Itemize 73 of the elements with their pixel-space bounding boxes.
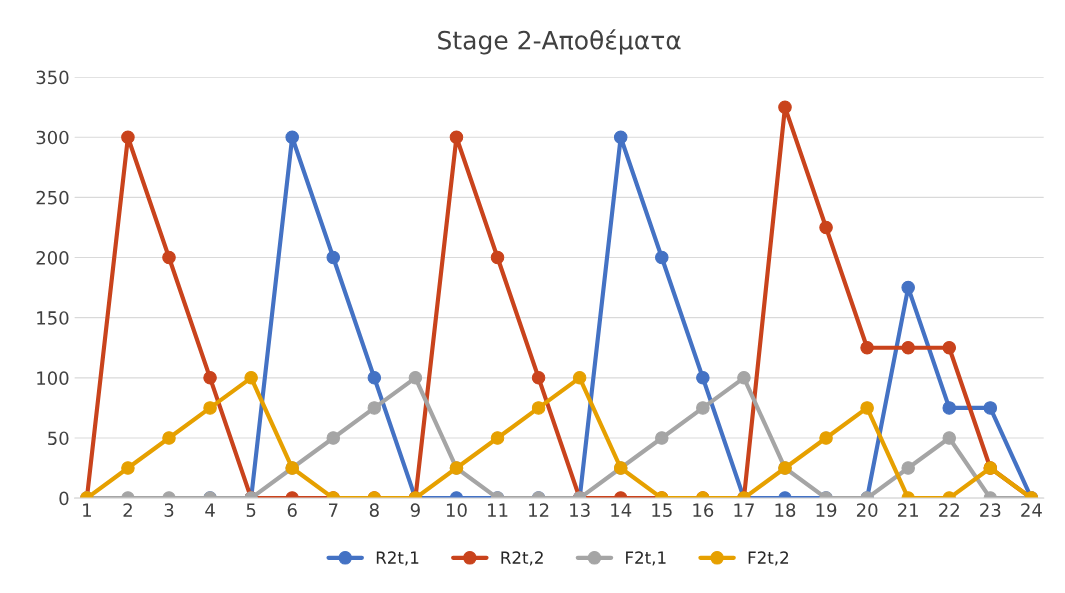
point: [860, 401, 874, 415]
point: [819, 431, 833, 445]
x-tick-label: 11: [488, 503, 508, 517]
point: [449, 130, 464, 145]
y-tick-label: 300: [36, 130, 69, 145]
point: [408, 371, 423, 385]
x-tick-label: 21: [898, 503, 918, 517]
legend-label: R2t,2: [501, 551, 543, 566]
point: [942, 431, 957, 445]
y-tick-label: 100: [37, 371, 69, 385]
legend-label: F2t,2: [748, 551, 789, 566]
legend-label: R2t,1: [376, 551, 419, 566]
point: [531, 401, 546, 415]
point: [901, 461, 915, 475]
x-tick-label: 2: [123, 503, 132, 517]
point: [162, 431, 176, 445]
point: [942, 340, 957, 355]
x-tick-label: 24: [1021, 503, 1042, 517]
point: [121, 130, 135, 145]
point: [901, 340, 915, 355]
point: [203, 371, 217, 385]
point: [819, 220, 833, 235]
point: [490, 250, 505, 265]
x-tick-label: 6: [287, 503, 297, 517]
point: [983, 401, 998, 415]
point: [121, 461, 135, 475]
point: [367, 401, 382, 415]
x-tick-label: 13: [570, 503, 590, 517]
point: [326, 250, 341, 265]
point: [367, 371, 382, 385]
point: [162, 250, 176, 265]
y-tick-label: 0: [59, 491, 69, 506]
point: [326, 431, 341, 445]
x-tick-label: 8: [369, 503, 379, 517]
x-tick-label: 1: [83, 503, 91, 517]
x-tick-label: 18: [775, 503, 796, 517]
x-tick-label: 4: [205, 503, 215, 517]
point: [203, 401, 217, 415]
x-tick-label: 5: [246, 503, 256, 517]
point: [572, 371, 587, 385]
point: [737, 371, 751, 385]
point: [860, 340, 874, 355]
point: [655, 250, 669, 265]
point: [696, 371, 710, 385]
x-tick-label: 22: [939, 503, 959, 517]
point: [655, 431, 669, 445]
point: [285, 130, 299, 145]
x-tick-label: 7: [329, 503, 338, 517]
y-tick-label: 200: [36, 250, 69, 265]
x-tick-label: 3: [164, 503, 174, 517]
legend-label: F2t,1: [626, 551, 666, 566]
point: [244, 371, 258, 385]
x-tick-label: 12: [529, 503, 549, 517]
x-tick-label: 9: [410, 503, 420, 517]
point: [942, 401, 957, 415]
x-tick-label: 16: [693, 503, 714, 517]
x-tick-label: 15: [652, 503, 672, 517]
point: [696, 401, 710, 415]
x-tick-label: 19: [816, 503, 837, 517]
x-tick-label: 20: [856, 503, 878, 517]
x-tick-label: 10: [446, 503, 467, 517]
point: [531, 371, 546, 385]
y-tick-label: 150: [37, 311, 69, 325]
y-tick-label: 250: [36, 190, 69, 205]
y-tick-label: 50: [48, 431, 69, 446]
point: [490, 431, 505, 445]
point: [613, 130, 628, 145]
x-tick-label: 23: [980, 503, 1001, 517]
chart-title: Stage 2-Αποθέματα: [438, 29, 681, 55]
x-tick-label: 14: [611, 503, 632, 517]
y-tick-label: 350: [36, 70, 69, 85]
point: [901, 280, 915, 295]
x-tick-label: 17: [734, 503, 754, 517]
